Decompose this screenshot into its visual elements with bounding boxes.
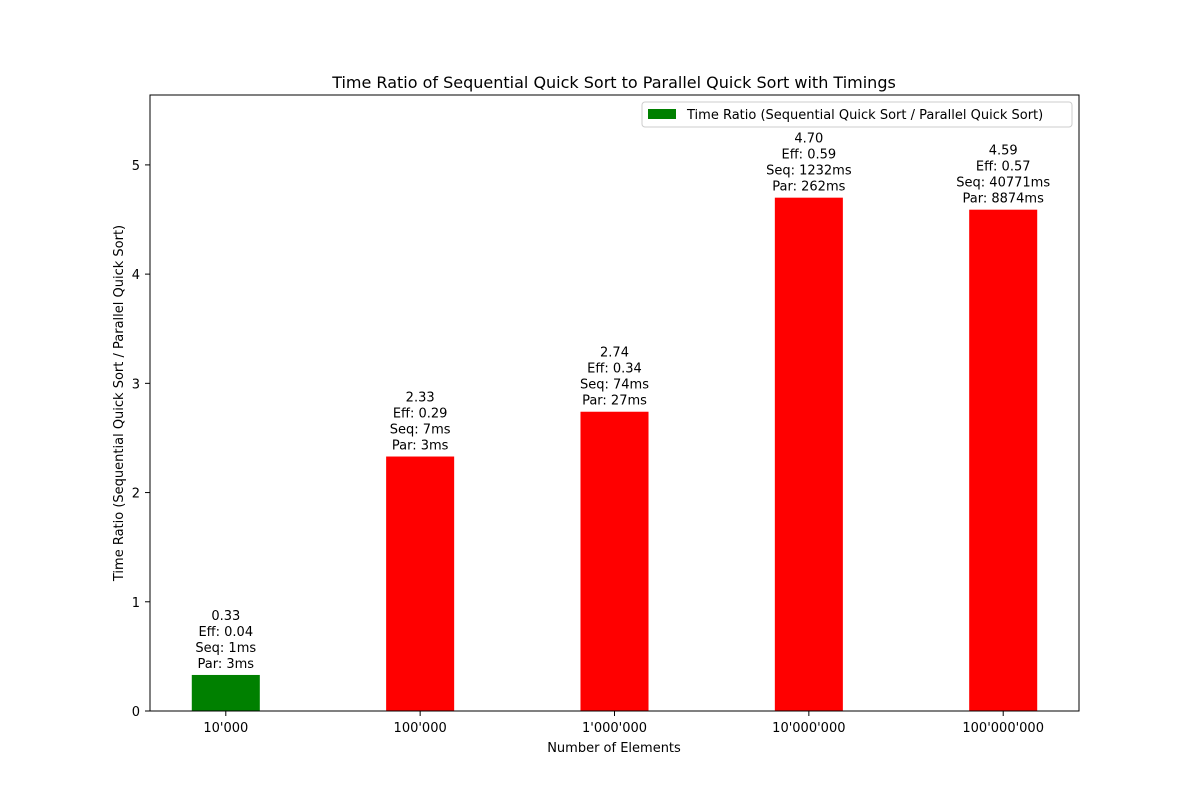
y-tick-label-3: 3 <box>132 377 140 392</box>
chart-title: Time Ratio of Sequential Quick Sort to P… <box>331 73 896 92</box>
bar-4 <box>969 209 1038 711</box>
y-tick-label-4: 4 <box>132 268 140 283</box>
bar-annotation-0-line-0: 0.33 <box>211 609 240 624</box>
bar-annotation-2-line-3: Par: 27ms <box>582 394 647 409</box>
bar-annotation-0-line-2: Seq: 1ms <box>195 641 256 656</box>
bar-annotation-1-line-3: Par: 3ms <box>392 439 449 454</box>
y-axis-ticks: 0 1 2 3 4 5 <box>132 159 150 720</box>
y-tick-label-2: 2 <box>132 487 140 502</box>
bar-annotation-0-line-3: Par: 3ms <box>198 657 255 672</box>
legend-box <box>641 101 1073 128</box>
bar-annotation-2-line-0: 2.74 <box>600 346 629 361</box>
bars-layer <box>191 197 1038 711</box>
bar-1 <box>386 456 455 711</box>
bar-annotation-1-line-1: Eff: 0.29 <box>393 407 448 422</box>
y-tick-label-1: 1 <box>132 596 140 611</box>
bar-annotation-3-line-0: 4.70 <box>794 132 823 147</box>
bar-2 <box>580 411 649 711</box>
x-tick-label-2: 1'000'000 <box>582 721 647 736</box>
bar-annotation-3-line-1: Eff: 0.59 <box>782 148 837 163</box>
bar-annotation-1-line-0: 2.33 <box>406 391 435 406</box>
bar-annotation-3-line-2: Seq: 1232ms <box>766 164 852 179</box>
legend: Time Ratio (Sequential Quick Sort / Para… <box>641 101 1073 128</box>
bar-0 <box>191 674 260 711</box>
bar-annotation-1-line-2: Seq: 7ms <box>390 423 451 438</box>
y-tick-label-5: 5 <box>132 159 140 174</box>
y-tick-label-0: 0 <box>132 705 140 720</box>
bar-3 <box>774 197 843 711</box>
bar-annotation-4-line-2: Seq: 40771ms <box>956 176 1050 191</box>
y-axis-label: Time Ratio (Sequential Quick Sort / Para… <box>112 225 127 582</box>
bar-annotation-4-line-3: Par: 8874ms <box>963 192 1045 207</box>
x-tick-label-3: 10'000'000 <box>772 721 845 736</box>
x-tick-label-0: 10'000 <box>203 721 248 736</box>
legend-label: Time Ratio (Sequential Quick Sort / Para… <box>686 108 1043 123</box>
x-tick-label-4: 100'000'000 <box>962 721 1044 736</box>
bar-annotation-3-line-3: Par: 262ms <box>772 180 845 195</box>
bar-annotation-4-line-0: 4.59 <box>989 144 1018 159</box>
x-axis-ticks: 10'000 100'000 1'000'000 10'000'000 100'000'… <box>203 711 1044 736</box>
x-tick-label-1: 100'000 <box>394 721 447 736</box>
legend-swatch <box>648 109 676 119</box>
bar-annotation-0-line-1: Eff: 0.04 <box>198 625 253 640</box>
bar-annotation-2-line-2: Seq: 74ms <box>580 378 649 393</box>
bar-annotation-2-line-1: Eff: 0.34 <box>587 362 642 377</box>
bar-annotation-4-line-1: Eff: 0.57 <box>976 160 1031 175</box>
x-axis-label: Number of Elements <box>547 741 681 756</box>
